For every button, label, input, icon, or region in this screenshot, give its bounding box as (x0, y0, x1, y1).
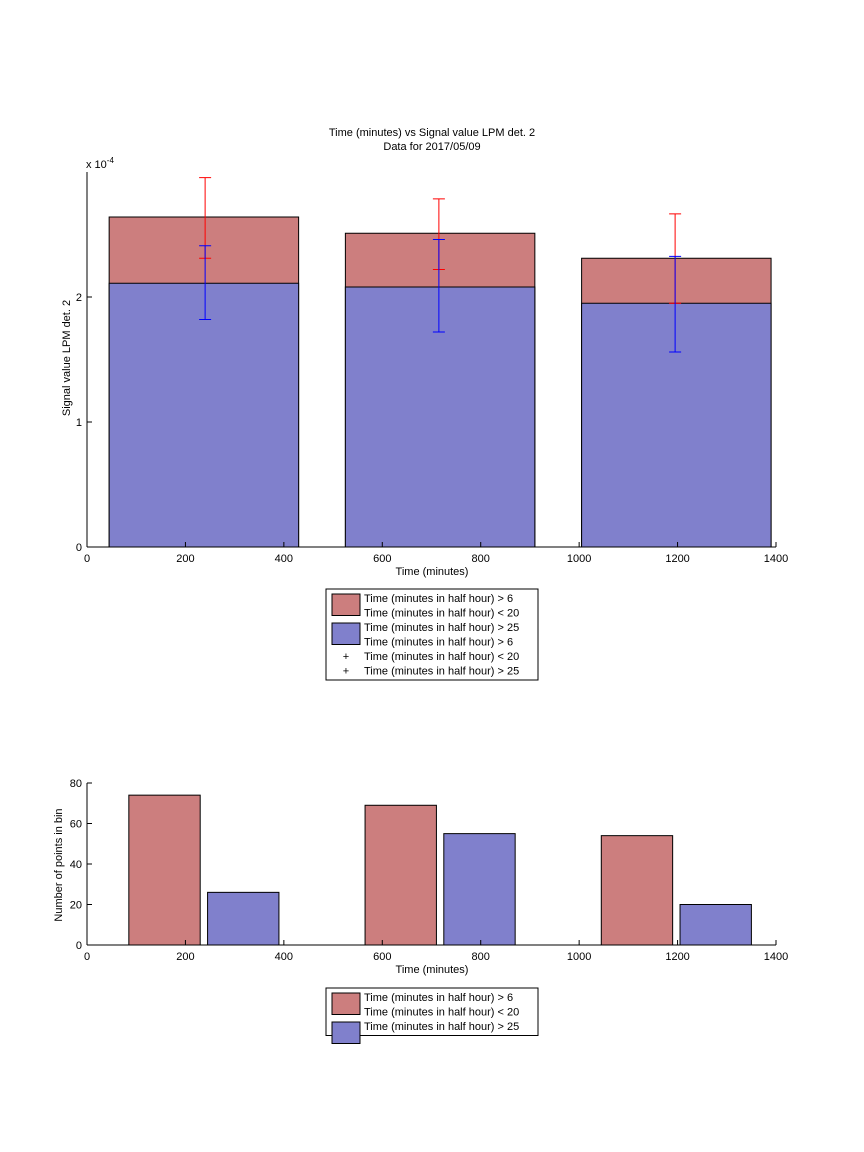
y-axis-label: Signal value LPM det. 2 (61, 300, 73, 416)
signal-bar (581, 302, 772, 548)
x-tick-label: 200 (176, 553, 194, 565)
count-bar (128, 794, 201, 946)
count-legend: Time (minutes in half hour) > 6 Time (min… (325, 987, 539, 1044)
x-tick-label: 1200 (665, 951, 689, 963)
y-tick-label: 60 (70, 819, 82, 831)
legend-swatch (331, 622, 361, 645)
signal-bar (108, 282, 300, 548)
x-tick-label: 200 (176, 951, 194, 963)
count-bar (364, 804, 437, 946)
legend-label: Time (minutes in half hour) > 6 (364, 637, 513, 649)
legend-swatch (331, 593, 361, 616)
signal-chart: Time (minutes) vs Signal value LPM det. … (61, 127, 788, 681)
legend-label: Time (minutes in half hour) > 6 (364, 992, 513, 1004)
y-tick-label: 80 (70, 778, 82, 790)
legend-label: Time (minutes in half hour) > 25 (364, 666, 519, 678)
legend-label: Time (minutes in half hour) > 6 (364, 593, 513, 605)
legend-swatch (331, 1021, 361, 1044)
error-bar (432, 239, 445, 333)
x-tick-label: 0 (84, 553, 90, 565)
chart-subtitle: Data for 2017/05/09 (383, 141, 480, 153)
y-tick-label: 0 (76, 542, 82, 554)
exponent-power: -4 (107, 156, 115, 165)
count-bar (600, 835, 674, 946)
chart-title: Time (minutes) vs Signal value LPM det. … (329, 127, 535, 139)
x-tick-label: 400 (275, 951, 293, 963)
y-tick-label: 1 (76, 417, 82, 429)
signal-bar (344, 286, 536, 548)
x-tick-label: 600 (373, 553, 391, 565)
x-tick-label: 600 (373, 951, 391, 963)
legend-label: Time (minutes in half hour) < 20 (364, 1007, 519, 1019)
count-bar (207, 891, 280, 946)
legend-label: Time (minutes in half hour) < 20 (364, 651, 519, 663)
error-bar (199, 245, 212, 320)
count-axes: 0 200 400 600 800 1000 1200 1400 0 20 40 60 80 (70, 778, 788, 963)
count-chart: 0 200 400 600 800 1000 1200 1400 0 20 40 60 80 Time … (53, 778, 788, 1044)
x-tick-label: 1000 (567, 951, 591, 963)
y-tick-label: 2 (76, 292, 82, 304)
legend-marker: + (343, 651, 349, 663)
x-tick-label: 800 (472, 553, 490, 565)
y-tick-label: 40 (70, 859, 82, 871)
legend-box (325, 987, 539, 1036)
legend-label: Time (minutes in half hour) > 25 (364, 1021, 519, 1033)
y-tick-label: 20 (70, 900, 82, 912)
legend-label: Time (minutes in half hour) < 20 (364, 608, 519, 620)
legend-box (325, 588, 539, 681)
legend-marker: + (343, 666, 349, 678)
count-bars (128, 794, 752, 946)
count-bar (443, 833, 516, 946)
count-bar (679, 904, 752, 946)
exponent-base: x 10 (86, 159, 107, 171)
x-tick-label: 400 (275, 553, 293, 565)
signal-axes: 0 200 400 600 800 1000 1200 1400 0 1 2 (76, 172, 788, 565)
signal-bars (108, 216, 772, 548)
x-tick-label: 800 (472, 951, 490, 963)
y-axis-label: Number of points in bin (53, 808, 65, 921)
exponent-label: x 10-4 (86, 156, 114, 171)
x-tick-label: 1400 (764, 951, 788, 963)
x-axis-label: Time (minutes) (396, 964, 469, 976)
y-tick-label: 0 (76, 940, 82, 952)
legend-label: Time (minutes in half hour) > 25 (364, 622, 519, 634)
x-tick-label: 1200 (665, 553, 689, 565)
legend-swatch (331, 992, 361, 1015)
x-tick-label: 1000 (567, 553, 591, 565)
x-tick-label: 0 (84, 951, 90, 963)
x-axis-label: Time (minutes) (396, 566, 469, 578)
signal-error-bars (199, 177, 682, 353)
signal-legend: Time (minutes in half hour) > 6 Time (min… (325, 588, 539, 681)
x-tick-label: 1400 (764, 553, 788, 565)
error-bar (669, 255, 682, 353)
